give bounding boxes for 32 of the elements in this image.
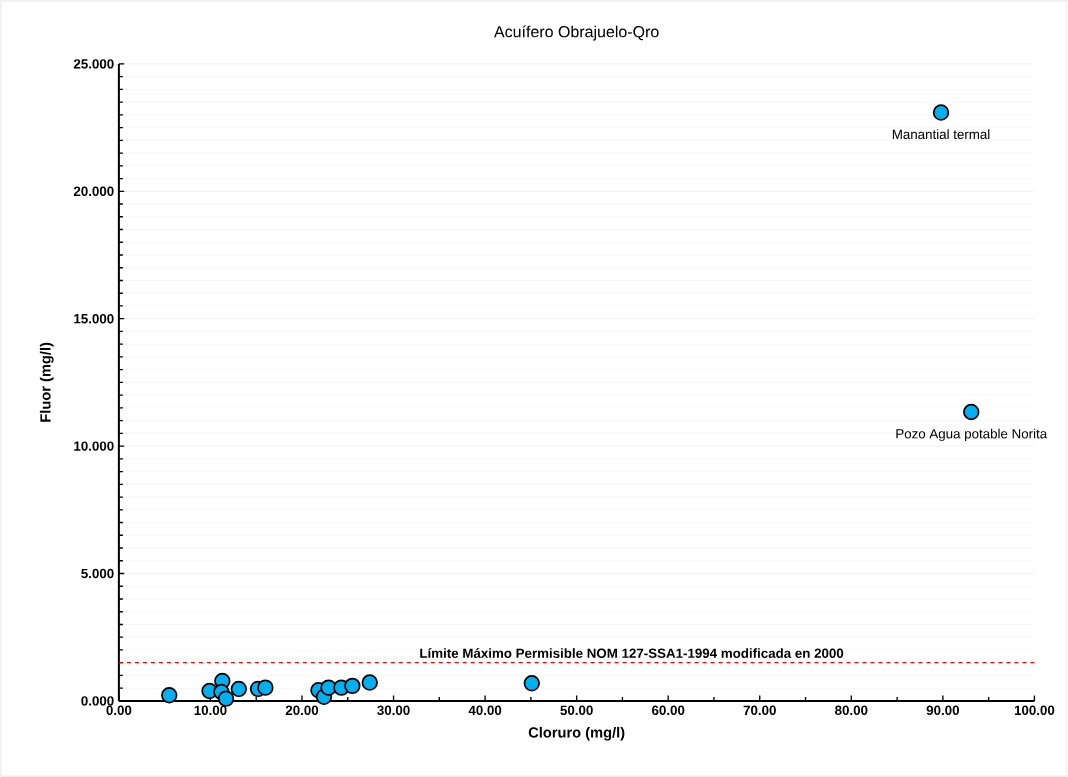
x-tick-label: 60.00 bbox=[652, 705, 685, 715]
point bbox=[932, 104, 950, 121]
y-tick-label: 5.000 bbox=[81, 568, 114, 579]
x-tick-label: 10.00 bbox=[194, 705, 227, 715]
chart-title: Acuífero Obrajuelo-Qro bbox=[494, 25, 659, 41]
point bbox=[257, 679, 274, 696]
y-tick-label: 10.000 bbox=[74, 441, 114, 451]
x-tick-label: 100.00 bbox=[1014, 705, 1055, 715]
point bbox=[361, 674, 378, 691]
point bbox=[217, 690, 235, 707]
ref-line-label: Límite Máximo Permisible NOM 127-SSA1-1994 modificada en 2000 bbox=[420, 648, 844, 658]
x-tick-label: 50.00 bbox=[560, 705, 593, 715]
x-tick-label: 20.00 bbox=[285, 705, 319, 715]
y-tick-label: 15.000 bbox=[74, 313, 114, 324]
point bbox=[161, 687, 178, 704]
point bbox=[523, 675, 540, 692]
annotation: Manantial termal bbox=[892, 129, 990, 139]
x-tick-label: 80.00 bbox=[835, 705, 868, 715]
x-tick-label: 40.00 bbox=[468, 705, 502, 715]
point bbox=[344, 677, 361, 694]
x-axis-title: Cloruro (mg/l) bbox=[528, 726, 625, 741]
y-tick-label: 0.000 bbox=[81, 696, 114, 706]
point bbox=[963, 403, 980, 421]
y-axis-title: Fluor (mg/l) bbox=[39, 342, 54, 422]
point bbox=[230, 680, 248, 698]
x-tick-label: 70.00 bbox=[743, 705, 776, 715]
y-tick-label: 20.000 bbox=[73, 186, 114, 196]
x-tick-label: 0.00 bbox=[106, 705, 132, 715]
y-tick-label: 25.000 bbox=[73, 59, 114, 69]
x-tick-label: 30.00 bbox=[377, 705, 410, 715]
annotation: Pozo Agua potable Norita bbox=[896, 428, 1048, 442]
x-tick-label: 90.00 bbox=[926, 705, 959, 715]
